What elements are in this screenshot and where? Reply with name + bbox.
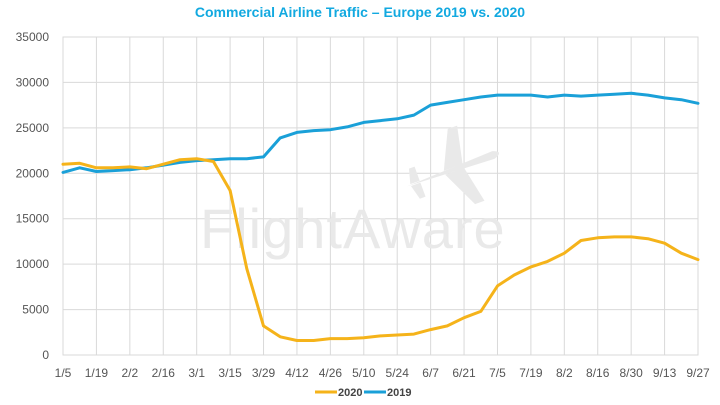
airplane-icon	[406, 125, 499, 205]
series-line-2020	[61, 157, 700, 342]
y-tick-label: 30000	[16, 75, 50, 89]
series-lines	[61, 91, 700, 342]
x-tick-label: 9/27	[686, 366, 710, 380]
y-tick-label: 35000	[16, 30, 50, 44]
y-tick-label: 5000	[22, 303, 49, 317]
chart-title: Commercial Airline Traffic – Europe 2019…	[194, 4, 526, 20]
series-line-2019	[61, 91, 700, 174]
legend: 2020 2019	[315, 387, 411, 399]
flightaware-watermark: FlightAware	[200, 125, 506, 260]
watermark-text: FlightAware	[200, 197, 506, 260]
x-tick-label: 1/5	[55, 366, 72, 380]
x-tick-label: 6/7	[422, 366, 439, 380]
x-tick-label: 3/1	[188, 366, 205, 380]
x-tick-label: 3/29	[252, 366, 276, 380]
x-tick-label: 2/2	[121, 366, 138, 380]
x-tick-label: 3/15	[218, 366, 242, 380]
x-tick-label: 8/16	[586, 366, 610, 380]
x-tick-label: 9/13	[653, 366, 677, 380]
x-tick-label: 7/19	[519, 366, 543, 380]
y-tick-label: 15000	[16, 212, 50, 226]
legend-label-2020: 2020	[338, 387, 362, 399]
x-tick-label: 4/12	[285, 366, 309, 380]
y-tick-label: 10000	[16, 257, 50, 271]
x-tick-label: 8/30	[619, 366, 643, 380]
plot-area	[62, 36, 699, 356]
x-tick-label: 6/21	[452, 366, 476, 380]
grid-lines	[62, 36, 699, 356]
x-tick-label: 5/10	[352, 366, 376, 380]
x-tick-label: 8/2	[556, 366, 573, 380]
x-tick-label: 2/16	[152, 366, 176, 380]
y-tick-label: 20000	[16, 166, 50, 180]
y-tick-label: 25000	[16, 121, 50, 135]
legend-label-2019: 2019	[387, 387, 411, 399]
axes: 0 5000 10000 15000 20000 25000 30000 35000 1/5 1/…	[16, 30, 710, 380]
x-tick-label: 5/24	[386, 366, 410, 380]
y-tick-label: 0	[42, 348, 49, 362]
x-tick-label: 7/5	[489, 366, 506, 380]
x-tick-label: 4/26	[319, 366, 343, 380]
x-tick-label: 1/19	[85, 366, 109, 380]
